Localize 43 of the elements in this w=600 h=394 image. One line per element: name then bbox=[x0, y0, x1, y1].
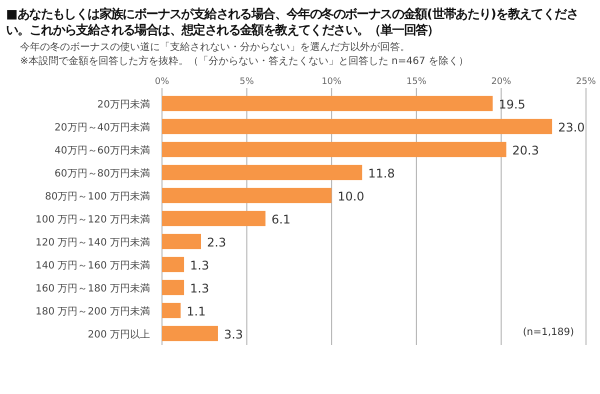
bar bbox=[162, 256, 184, 272]
y-tick-label: 60万円～80万円未満 bbox=[54, 168, 150, 180]
y-tick-label: 20万円未満 bbox=[97, 98, 150, 110]
x-tick-label: 25% bbox=[576, 77, 596, 87]
annotation: ※本設問で金額を回答した方を抜粋。（「分からない・答えたくない」と回答した n=467 を除く） bbox=[20, 54, 469, 68]
bar bbox=[162, 302, 181, 318]
y-tick-label: 140 万円～160 万円未満 bbox=[35, 260, 150, 272]
data-label: 19.5 bbox=[498, 98, 526, 112]
y-tick-label: 160 万円～180 万円未満 bbox=[35, 282, 150, 294]
x-tick-label: 10% bbox=[322, 77, 342, 87]
bar bbox=[162, 210, 266, 226]
y-tick-label: 80万円～100 万円未満 bbox=[45, 190, 150, 202]
title: ■あなたもしくは家族にボーナスが支給される場合、今年の冬のボーナスの金額(世帯あたり)を教えてください。これから支給される場合は、想定される金額を教えてください。（単一回答） bbox=[6, 6, 580, 38]
bar bbox=[162, 142, 506, 158]
data-label: 6.1 bbox=[271, 212, 291, 226]
y-tick-label: 180 万円～200 万円未満 bbox=[35, 306, 150, 318]
bar bbox=[162, 188, 332, 204]
data-label: 1.3 bbox=[190, 258, 210, 272]
x-tick-label: 0% bbox=[154, 77, 170, 87]
bar bbox=[162, 96, 493, 112]
y-tick-label: 120 万円～140 万円未満 bbox=[35, 236, 150, 248]
y-tick-label: 100 万円～120 万円未満 bbox=[35, 214, 150, 226]
data-label: 10.0 bbox=[338, 190, 364, 204]
subtitle: 今年の冬のボーナスの使い道に「支給されない・分からない」を選んだ方以外が回答。 bbox=[20, 40, 410, 54]
y-tick-label: 40万円～60万円未満 bbox=[54, 144, 150, 156]
data-label: 11.8 bbox=[368, 166, 395, 180]
data-label: 20.3 bbox=[512, 144, 540, 158]
x-tick-label: 15% bbox=[406, 77, 427, 87]
y-tick-label: 200 万円以上 bbox=[88, 328, 150, 340]
data-label: 1.3 bbox=[190, 282, 210, 296]
x-tick-label: 20% bbox=[491, 77, 512, 87]
bar bbox=[162, 164, 362, 180]
data-label: 1.1 bbox=[186, 304, 206, 318]
bar bbox=[162, 280, 184, 296]
data-label: 3.3 bbox=[224, 328, 244, 342]
bar bbox=[162, 234, 202, 250]
y-tick-label: 20万円～40万円未満 bbox=[54, 122, 150, 134]
bar bbox=[162, 118, 552, 134]
x-tick-label: 5% bbox=[240, 77, 254, 87]
data-label: 23.0 bbox=[558, 120, 585, 134]
data-label: 2.3 bbox=[207, 236, 226, 250]
bar bbox=[162, 326, 218, 342]
annotation: (n=1,189) bbox=[522, 327, 574, 338]
